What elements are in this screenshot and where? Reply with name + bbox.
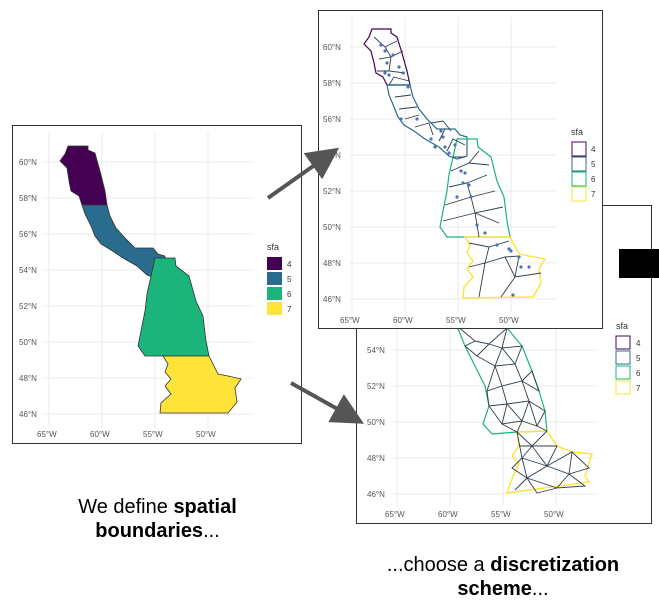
svg-text:54°N: 54°N xyxy=(323,151,341,160)
svg-text:sfa: sfa xyxy=(571,127,583,137)
triangular-mesh xyxy=(456,325,590,494)
svg-text:48°N: 48°N xyxy=(323,259,341,268)
svg-text:58°N: 58°N xyxy=(19,194,37,203)
svg-text:48°N: 48°N xyxy=(367,454,385,463)
svg-text:60°W: 60°W xyxy=(393,316,413,325)
svg-text:65°W: 65°W xyxy=(37,430,57,439)
svg-text:4: 4 xyxy=(636,339,641,348)
svg-text:50°N: 50°N xyxy=(367,418,385,427)
sfa7-region xyxy=(159,355,242,414)
svg-text:6: 6 xyxy=(287,290,292,299)
offscreen-panel-edge xyxy=(619,249,659,278)
svg-text:4: 4 xyxy=(591,145,596,154)
mesh-map: 54°N 52°N 50°N 48°N 46°N 65°W 60°W 55°W … xyxy=(367,321,641,519)
svg-text:46°N: 46°N xyxy=(367,490,385,499)
survey-points xyxy=(379,43,531,297)
svg-text:60°W: 60°W xyxy=(90,430,110,439)
sfa-legend: sfa 4 5 6 7 xyxy=(267,242,292,315)
lon-axis-labels: 65°W 60°W 55°W 50°W xyxy=(37,430,216,439)
svg-text:5: 5 xyxy=(636,354,641,363)
voronoi-lon-labels: 65°W 60°W 55°W 50°W xyxy=(340,316,519,325)
svg-text:52°N: 52°N xyxy=(19,302,37,311)
svg-text:54°N: 54°N xyxy=(367,346,385,355)
svg-text:56°N: 56°N xyxy=(19,230,37,239)
sfa-boundaries-map: 60°N 58°N 56°N 54°N 52°N 50°N 48°N 46°N … xyxy=(19,133,292,439)
voronoi-legend: sfa 4 5 6 7 xyxy=(571,127,596,202)
mesh-lat-labels: 54°N 52°N 50°N 48°N 46°N xyxy=(367,346,385,499)
svg-text:6: 6 xyxy=(591,175,596,184)
svg-text:55°W: 55°W xyxy=(491,510,511,519)
svg-text:sfa: sfa xyxy=(616,321,628,331)
svg-text:52°N: 52°N xyxy=(323,187,341,196)
svg-text:7: 7 xyxy=(287,305,292,314)
sfa7-outline xyxy=(462,236,547,299)
voronoi-map: 60°N 58°N 56°N 54°N 52°N 50°N 48°N 46°N … xyxy=(323,17,596,325)
svg-text:55°W: 55°W xyxy=(446,316,466,325)
svg-text:4: 4 xyxy=(287,260,292,269)
svg-text:7: 7 xyxy=(636,384,641,393)
svg-text:50°W: 50°W xyxy=(196,430,216,439)
svg-text:58°N: 58°N xyxy=(323,79,341,88)
svg-text:54°N: 54°N xyxy=(19,266,37,275)
sfa-boundaries-map-panel: 60°N 58°N 56°N 54°N 52°N 50°N 48°N 46°N … xyxy=(12,125,302,444)
svg-text:60°N: 60°N xyxy=(323,43,341,52)
svg-text:50°N: 50°N xyxy=(19,338,37,347)
svg-text:48°N: 48°N xyxy=(19,374,37,383)
svg-text:7: 7 xyxy=(591,190,596,199)
svg-text:6: 6 xyxy=(636,369,641,378)
lat-axis-labels: 60°N 58°N 56°N 54°N 52°N 50°N 48°N 46°N xyxy=(19,158,37,419)
caption-discretization-scheme: ...choose a discretization scheme... xyxy=(386,554,620,600)
svg-text:46°N: 46°N xyxy=(323,295,341,304)
svg-text:52°N: 52°N xyxy=(367,382,385,391)
svg-text:60°W: 60°W xyxy=(438,510,458,519)
svg-text:65°W: 65°W xyxy=(340,316,360,325)
svg-text:65°W: 65°W xyxy=(385,510,405,519)
svg-text:56°N: 56°N xyxy=(323,115,341,124)
svg-text:5: 5 xyxy=(287,275,292,284)
svg-text:60°N: 60°N xyxy=(19,158,37,167)
svg-text:50°N: 50°N xyxy=(323,223,341,232)
voronoi-map-panel: 60°N 58°N 56°N 54°N 52°N 50°N 48°N 46°N … xyxy=(318,10,603,329)
svg-text:50°W: 50°W xyxy=(499,316,519,325)
mesh-lon-labels: 65°W 60°W 55°W 50°W xyxy=(385,510,564,519)
svg-text:46°N: 46°N xyxy=(19,410,37,419)
mesh-legend: sfa 4 5 6 7 xyxy=(615,321,641,395)
svg-text:sfa: sfa xyxy=(267,242,279,252)
caption-spatial-boundaries: We define spatial boundaries... xyxy=(78,496,237,542)
svg-text:50°W: 50°W xyxy=(544,510,564,519)
sfa5-outline xyxy=(386,84,468,160)
voronoi-cells xyxy=(373,36,542,298)
svg-text:55°W: 55°W xyxy=(143,430,163,439)
voronoi-lat-labels: 60°N 58°N 56°N 54°N 52°N 50°N 48°N 46°N xyxy=(323,43,341,304)
svg-text:5: 5 xyxy=(591,160,596,169)
